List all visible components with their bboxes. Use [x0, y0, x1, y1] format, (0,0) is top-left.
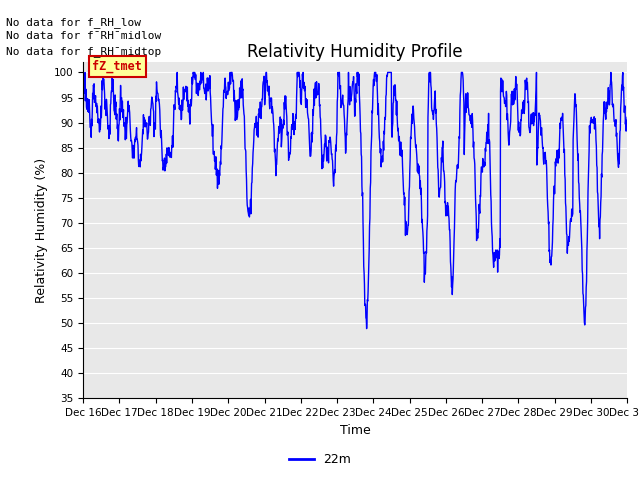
Text: No data for f_RH_low: No data for f_RH_low: [6, 17, 141, 28]
Text: No data for f¯RH¯midlow: No data for f¯RH¯midlow: [6, 31, 162, 41]
Text: fZ_tmet: fZ_tmet: [92, 60, 142, 73]
Legend: 22m: 22m: [284, 448, 356, 471]
Y-axis label: Relativity Humidity (%): Relativity Humidity (%): [35, 158, 48, 303]
Title: Relativity Humidity Profile: Relativity Humidity Profile: [248, 43, 463, 61]
Text: No data for f_RH¯midtop: No data for f_RH¯midtop: [6, 46, 162, 57]
X-axis label: Time: Time: [340, 424, 371, 437]
